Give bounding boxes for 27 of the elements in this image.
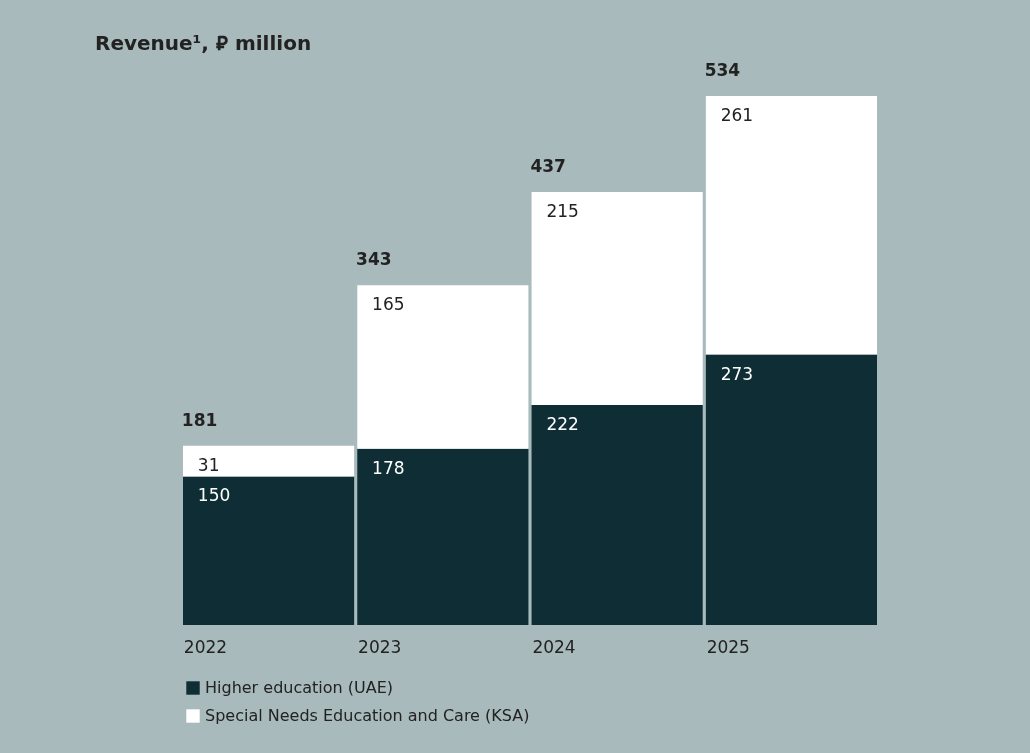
data-label: 178 <box>372 457 405 478</box>
x-tick-label: 2022 <box>183 636 228 657</box>
bar <box>705 354 877 625</box>
x-tick-label: 2025 <box>706 636 750 657</box>
total-label: 534 <box>704 60 741 80</box>
bar <box>531 192 703 406</box>
data-label: 31 <box>197 454 220 475</box>
bar <box>705 96 877 355</box>
legend-label: Higher education (UAE) <box>205 678 394 697</box>
x-tick-label: 2023 <box>358 636 402 657</box>
data-label: 222 <box>546 414 579 435</box>
total-label: 181 <box>181 409 218 430</box>
data-label: 261 <box>720 105 754 125</box>
bar <box>183 445 355 477</box>
x-tick-label: 2024 <box>532 636 576 657</box>
data-label: 215 <box>546 201 579 222</box>
data-label: 273 <box>720 363 754 384</box>
bar <box>357 285 529 449</box>
chart-title: Revenue¹, ⃁ million <box>95 31 312 55</box>
total-label: 437 <box>530 156 566 177</box>
data-label: 165 <box>372 294 405 315</box>
total-label: 343 <box>356 249 392 270</box>
bar <box>531 405 703 625</box>
data-label: 150 <box>197 485 231 506</box>
bar <box>183 476 355 625</box>
bar <box>357 448 529 625</box>
legend-label: Special Needs Education and Care (KSA) <box>205 706 530 725</box>
